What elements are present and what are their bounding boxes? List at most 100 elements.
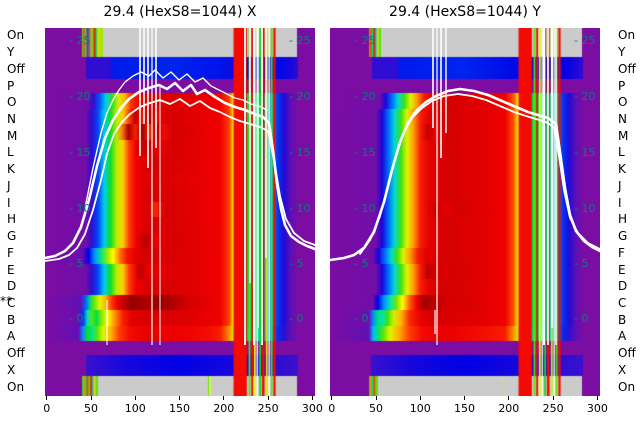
row-label-right: P — [618, 78, 626, 93]
y-tick-label: - 5 — [69, 257, 84, 270]
row-label-left: X — [7, 362, 16, 377]
x-tick-label: 50 — [369, 402, 384, 415]
x-tick-mark — [311, 396, 313, 400]
row-label-left: J — [7, 178, 11, 193]
y-tick-label: - 25 — [354, 34, 376, 47]
y-tick-label: - 10 — [354, 202, 376, 215]
x-tick-label: 100 — [409, 402, 431, 415]
row-label-left: On — [7, 28, 25, 43]
y-tick-label: - 15 — [354, 146, 376, 159]
x-tick-label: 300 — [301, 402, 323, 415]
y-tick-label: - 0 — [354, 312, 369, 325]
row-label-right: On — [618, 379, 636, 394]
x-tick-label: 250 — [542, 402, 564, 415]
x-tick-label: 150 — [169, 402, 191, 415]
y-tick-label: - 0 — [289, 312, 304, 325]
row-label-left: B — [7, 312, 16, 327]
row-label-left: P — [7, 78, 15, 93]
row-label-left: E — [7, 262, 15, 277]
y-tick-label: - 10 — [69, 202, 91, 215]
row-label-right: B — [618, 312, 627, 327]
row-label-right: Off — [618, 346, 636, 361]
x-tick-mark — [267, 396, 269, 400]
row-label-right: A — [618, 329, 627, 344]
x-tick-mark — [46, 396, 48, 400]
row-label-left: A — [7, 329, 16, 344]
row-label-right: K — [618, 162, 626, 177]
row-label-right: G — [618, 229, 628, 244]
x-tick-mark — [90, 396, 92, 400]
y-tick-label: - 20 — [69, 90, 91, 103]
selected-row-marker: ** — [0, 294, 12, 308]
y-tick-label: - 25 — [289, 34, 311, 47]
row-label-left: M — [7, 128, 18, 143]
row-label-right: Off — [618, 61, 636, 76]
x-tick-mark — [179, 396, 181, 400]
row-label-left: F — [7, 245, 14, 260]
row-label-right: O — [618, 95, 628, 110]
row-label-right: E — [618, 262, 626, 277]
row-label-left: C — [7, 296, 16, 310]
x-tick-mark — [331, 396, 333, 400]
x-tick-label: 100 — [124, 402, 146, 415]
x-tick-label: 50 — [84, 402, 99, 415]
row-label-left: On — [7, 379, 25, 394]
row-label-right: F — [618, 245, 625, 260]
panel-title-x: 29.4 (HexS8=1044) X — [103, 4, 257, 20]
panel-title-y: 29.4 (HexS8=1044) Y — [389, 4, 541, 20]
y-tick-label: - 25 — [574, 34, 596, 47]
row-label-right: I — [618, 195, 622, 210]
x-tick-mark — [419, 396, 421, 400]
x-tick-mark — [596, 396, 598, 400]
row-label-left: Off — [7, 61, 25, 76]
row-label-left: Off — [7, 346, 25, 361]
row-label-right: On — [618, 28, 636, 43]
row-label-right: L — [618, 145, 625, 160]
y-tick-label: - 5 — [354, 257, 369, 270]
row-label-left: O — [7, 95, 17, 110]
y-tick-label: - 0 — [69, 312, 84, 325]
y-tick-label: - 10 — [289, 202, 311, 215]
row-label-right: X — [618, 362, 627, 377]
row-label-right: N — [618, 112, 627, 126]
row-label-right: M — [618, 128, 629, 143]
x-tick-label: 250 — [257, 402, 279, 415]
row-label-right: J — [618, 178, 622, 193]
x-tick-mark — [508, 396, 510, 400]
row-label-left: G — [7, 229, 17, 244]
row-label-right: D — [618, 279, 628, 294]
y-tick-label: - 5 — [574, 257, 589, 270]
row-label-left: L — [7, 145, 14, 160]
y-tick-label: - 5 — [289, 257, 304, 270]
x-tick-label: 0 — [43, 402, 51, 415]
y-tick-label: - 0 — [574, 312, 589, 325]
x-tick-label: 300 — [586, 402, 608, 415]
x-tick-mark — [223, 396, 225, 400]
row-label-left: H — [7, 212, 17, 227]
x-tick-label: 200 — [498, 402, 520, 415]
y-tick-label: - 15 — [289, 146, 311, 159]
x-tick-mark — [552, 396, 554, 400]
y-tick-label: - 25 — [69, 34, 91, 47]
row-label-left: D — [7, 279, 17, 294]
row-label-right: H — [618, 212, 628, 227]
x-tick-label: 0 — [328, 402, 336, 415]
y-tick-label: - 20 — [574, 90, 596, 103]
x-tick-label: 150 — [454, 402, 476, 415]
y-tick-label: - 20 — [354, 90, 376, 103]
row-label-left: N — [7, 112, 16, 126]
row-label-left: Y — [7, 45, 15, 60]
row-label-right: Y — [618, 45, 626, 60]
x-tick-label: 200 — [213, 402, 235, 415]
y-tick-label: - 20 — [289, 90, 311, 103]
row-label-left: K — [7, 162, 15, 177]
row-label-left: I — [7, 195, 11, 210]
x-tick-mark — [464, 396, 466, 400]
y-tick-label: - 15 — [69, 146, 91, 159]
row-label-right: C — [618, 296, 627, 310]
y-tick-label: - 15 — [574, 146, 596, 159]
x-tick-mark — [134, 396, 136, 400]
y-tick-label: - 10 — [574, 202, 596, 215]
x-tick-mark — [375, 396, 377, 400]
